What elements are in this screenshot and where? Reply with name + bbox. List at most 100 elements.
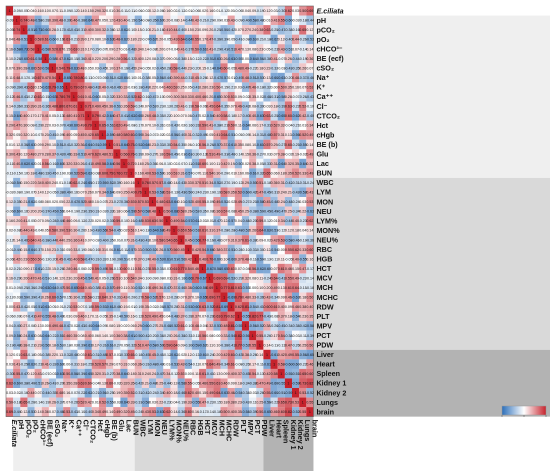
heatmap-cell xyxy=(77,388,85,398)
cell-value-label: 0.65 xyxy=(263,171,270,175)
heatmap-cell xyxy=(213,91,221,102)
heatmap-cell xyxy=(149,197,157,207)
heatmap-cell xyxy=(63,302,71,312)
heatmap-cell xyxy=(149,53,157,64)
heatmap-cell xyxy=(41,120,49,131)
heatmap-cell xyxy=(263,130,271,140)
cell-value-label: 0.51 xyxy=(128,229,135,233)
heatmap-cell xyxy=(234,321,242,331)
heatmap-cell xyxy=(270,330,278,341)
heatmap-cell xyxy=(13,311,21,322)
cell-value-label: -0.06 xyxy=(134,9,142,13)
heatmap-cell xyxy=(20,254,28,264)
cell-value-label: 0.49 xyxy=(306,171,313,175)
heatmap-cell xyxy=(306,263,314,274)
cell-value-label: -0.62 xyxy=(120,28,128,32)
heatmap-cell xyxy=(41,101,49,112)
cell-value-label: -0.53 xyxy=(306,38,314,42)
heatmap-cell xyxy=(77,311,85,322)
cell-value-label: 0.08 xyxy=(92,38,99,42)
heatmap-cell xyxy=(27,282,35,293)
heatmap-cell xyxy=(241,340,250,350)
heatmap-cell xyxy=(6,340,14,350)
heatmap-cell xyxy=(149,15,157,26)
heatmap-cell xyxy=(134,225,142,236)
heatmap-cell xyxy=(127,25,135,35)
cell-value-label: 0.48 xyxy=(56,391,63,395)
heatmap-cell xyxy=(299,302,307,312)
heatmap-cell xyxy=(134,130,142,140)
heatmap-cell xyxy=(141,216,150,226)
heatmap-cell xyxy=(263,263,271,274)
heatmap-cell xyxy=(191,359,200,369)
cell-value-label: 0.33 xyxy=(70,162,77,166)
heatmap-cell xyxy=(27,321,35,331)
cell-value-label: 1 xyxy=(166,219,168,223)
heatmap-cell xyxy=(249,25,257,35)
heatmap-cell xyxy=(56,91,64,102)
heatmap-cell xyxy=(56,282,64,293)
heatmap-cell xyxy=(156,139,164,150)
cell-value-label: 0.45 xyxy=(206,105,213,109)
heatmap-cell xyxy=(70,149,78,159)
heatmap-cell xyxy=(263,292,271,303)
heatmap-cell xyxy=(206,206,214,217)
heatmap-cell xyxy=(241,321,250,331)
heatmap-cell xyxy=(213,15,221,26)
cell-value-label: 0.02 xyxy=(85,267,92,271)
heatmap-cell xyxy=(163,168,171,178)
heatmap-cell xyxy=(113,330,121,341)
heatmap-cell xyxy=(299,397,307,408)
heatmap-cell xyxy=(191,340,200,350)
cell-value-label: 0.35 xyxy=(235,143,242,147)
heatmap-cell xyxy=(249,120,257,131)
heatmap-cell xyxy=(41,158,49,169)
heatmap-cell xyxy=(184,6,192,16)
heatmap-cell xyxy=(256,330,264,341)
heatmap-cell xyxy=(263,34,271,45)
heatmap-cell xyxy=(70,72,78,83)
heatmap-cell xyxy=(156,292,164,303)
cell-value-label: -0.25 xyxy=(270,28,278,32)
heatmap-cell xyxy=(70,101,78,112)
heatmap-cell xyxy=(170,292,178,303)
heatmap-cell xyxy=(84,407,92,417)
heatmap-cell-values: 1 -0.09-0.05 0.04 0.16 0.10 0.07 0.11 -0.09-0.1… xyxy=(5,9,314,414)
heatmap-cell xyxy=(184,206,192,217)
heatmap-cell xyxy=(177,139,185,150)
heatmap-cell xyxy=(120,25,128,35)
cell-value-label: -0.48 xyxy=(256,19,264,23)
row-label: MON xyxy=(316,197,333,206)
cell-value-label: 0.40 xyxy=(192,95,199,99)
heatmap-cell xyxy=(113,72,121,83)
cell-value-label: 0.42 xyxy=(192,248,199,252)
heatmap-cell xyxy=(127,397,135,408)
heatmap-cell xyxy=(184,388,192,398)
heatmap-cell xyxy=(306,25,314,35)
heatmap-cell xyxy=(284,302,293,312)
cell-value-label: 0.14 xyxy=(178,19,185,23)
heatmap-cell xyxy=(77,15,85,26)
heatmap-cell xyxy=(263,282,271,293)
cell-value-label: 1 xyxy=(259,343,261,347)
cell-value-label: 0.46 xyxy=(199,382,206,386)
heatmap-cell xyxy=(284,368,293,379)
heatmap-cell xyxy=(263,206,271,217)
cell-value-label: 0.58 xyxy=(35,38,42,42)
heatmap-cell xyxy=(191,34,200,45)
cell-value-label: 0.02 xyxy=(242,162,249,166)
cell-value-label: 0.32 xyxy=(306,162,313,166)
heatmap-cell xyxy=(241,187,250,198)
cell-value-label: -0.18 xyxy=(299,19,307,23)
cell-value-label: 0.63 xyxy=(213,315,220,319)
cell-value-label: 1 xyxy=(116,152,118,156)
heatmap-cell xyxy=(149,244,157,255)
cell-value-label: 0.43 xyxy=(13,152,20,156)
heatmap-cell xyxy=(120,63,128,73)
heatmap-cell xyxy=(170,206,178,217)
heatmap-cell xyxy=(84,63,92,73)
heatmap-cell xyxy=(13,378,21,389)
heatmap-cell xyxy=(277,25,285,35)
heatmap-cell xyxy=(6,44,14,54)
